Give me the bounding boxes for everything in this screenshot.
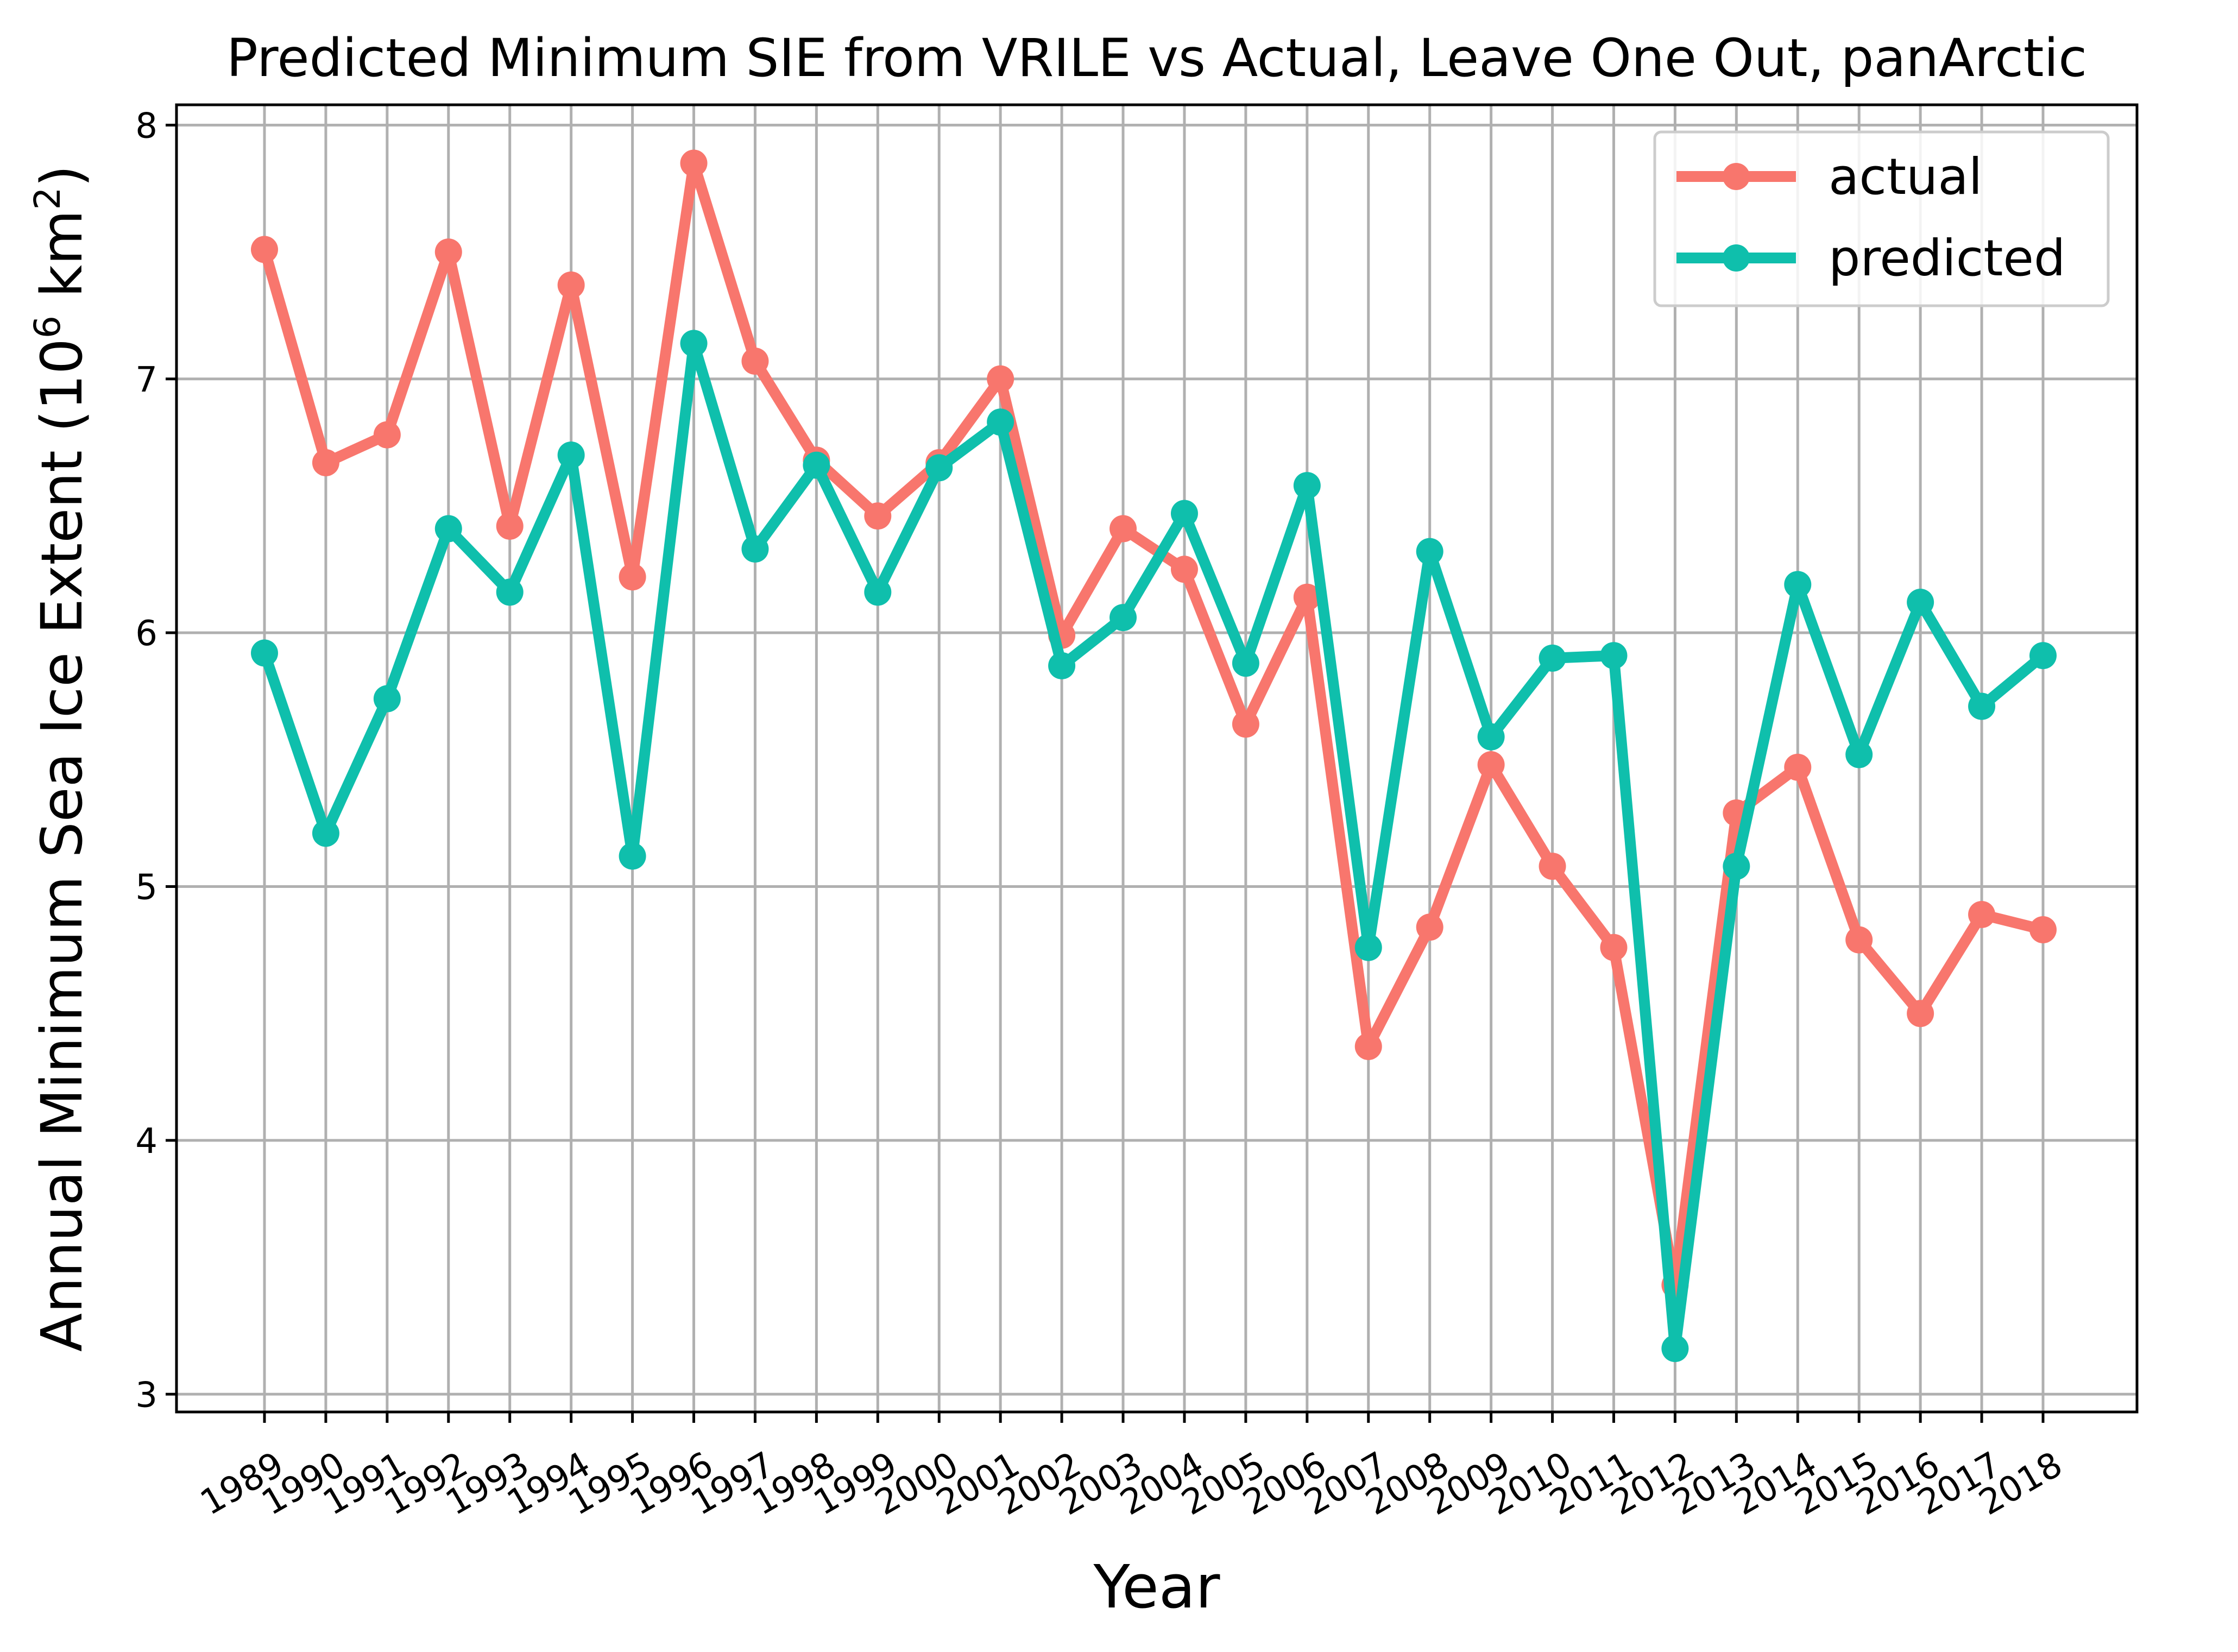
data-point-actual-2011 bbox=[1600, 934, 1628, 961]
data-point-predicted-2014 bbox=[1784, 571, 1812, 598]
x-axis-label: Year bbox=[1093, 1552, 1221, 1622]
data-point-actual-2007 bbox=[1354, 1032, 1382, 1060]
data-point-actual-1993 bbox=[496, 512, 524, 540]
data-point-actual-1997 bbox=[741, 348, 769, 375]
y-tick-label: 6 bbox=[135, 614, 157, 654]
data-point-actual-1991 bbox=[373, 421, 401, 449]
legend-swatch-marker-actual bbox=[1723, 163, 1750, 190]
data-point-actual-2009 bbox=[1477, 751, 1505, 779]
data-point-actual-2015 bbox=[1845, 926, 1873, 954]
data-point-actual-1992 bbox=[434, 238, 462, 266]
data-point-predicted-2000 bbox=[925, 454, 953, 482]
data-point-predicted-1999 bbox=[864, 578, 892, 606]
y-axis-ticks: 3 4 5 6 7 8 bbox=[135, 106, 176, 1415]
data-point-predicted-1990 bbox=[312, 819, 339, 847]
data-point-actual-2018 bbox=[2029, 916, 2057, 943]
y-tick-label: 7 bbox=[135, 360, 157, 400]
data-point-predicted-2002 bbox=[1048, 652, 1076, 679]
chart-title: Predicted Minimum SIE from VRILE vs Actu… bbox=[226, 28, 2087, 89]
data-point-actual-1994 bbox=[557, 271, 585, 299]
data-point-actual-2001 bbox=[987, 365, 1014, 393]
legend-label-actual: actual bbox=[1829, 148, 1982, 206]
plot-frame bbox=[175, 103, 2139, 1414]
data-point-predicted-2016 bbox=[1907, 589, 1934, 616]
data-point-predicted-1998 bbox=[803, 451, 830, 479]
data-point-actual-1999 bbox=[864, 502, 892, 530]
y-axis-label-mid: km bbox=[29, 210, 95, 316]
data-point-actual-2016 bbox=[1907, 1000, 1934, 1027]
y-tick-label: 3 bbox=[135, 1375, 157, 1415]
data-point-actual-2014 bbox=[1784, 753, 1812, 781]
data-point-predicted-2017 bbox=[1968, 692, 1996, 720]
legend-swatch-marker-predicted bbox=[1723, 244, 1750, 272]
data-point-actual-2005 bbox=[1232, 710, 1259, 738]
data-point-actual-1990 bbox=[312, 449, 339, 477]
y-tick-label: 5 bbox=[135, 868, 157, 908]
y-tick-label: 4 bbox=[135, 1121, 157, 1162]
data-point-predicted-2011 bbox=[1600, 642, 1628, 670]
x-axis-ticks: 1989199019911992199319941995199619971998… bbox=[194, 1412, 2069, 1523]
data-point-actual-1996 bbox=[680, 149, 708, 177]
data-point-predicted-2006 bbox=[1293, 472, 1321, 500]
data-point-predicted-2001 bbox=[987, 408, 1014, 436]
series-layer bbox=[251, 149, 2057, 1363]
data-point-predicted-2008 bbox=[1416, 538, 1443, 565]
data-point-predicted-2004 bbox=[1170, 500, 1198, 527]
data-point-actual-2008 bbox=[1416, 913, 1443, 941]
data-point-predicted-1994 bbox=[557, 441, 585, 469]
data-point-predicted-2009 bbox=[1477, 723, 1505, 751]
y-axis-label-main: Annual Minimum Sea Ice Extent (10 bbox=[29, 338, 95, 1352]
series-predicted bbox=[251, 330, 2057, 1363]
data-point-predicted-1996 bbox=[680, 330, 708, 357]
data-point-actual-1989 bbox=[251, 236, 278, 263]
series-line-actual bbox=[259, 157, 2048, 1291]
series-actual bbox=[251, 149, 2057, 1299]
y-axis-label-sup2: 2 bbox=[27, 187, 68, 210]
y-axis-label: Annual Minimum Sea Ice Extent (106 km2) bbox=[27, 165, 95, 1352]
legend: actual predicted bbox=[1653, 130, 2110, 307]
data-point-predicted-2005 bbox=[1232, 650, 1259, 677]
data-point-predicted-2010 bbox=[1539, 644, 1566, 672]
y-axis-label-end: ) bbox=[29, 165, 95, 187]
data-point-actual-2010 bbox=[1539, 853, 1566, 880]
data-point-predicted-2012 bbox=[1661, 1335, 1689, 1363]
data-point-predicted-1993 bbox=[496, 578, 524, 606]
data-point-actual-2004 bbox=[1170, 556, 1198, 583]
data-point-predicted-1995 bbox=[619, 842, 646, 870]
data-point-predicted-2018 bbox=[2029, 642, 2057, 670]
data-point-predicted-2015 bbox=[1845, 741, 1873, 768]
data-point-predicted-1991 bbox=[373, 685, 401, 712]
grid bbox=[176, 105, 2137, 1412]
data-point-predicted-1989 bbox=[251, 639, 278, 667]
series-line-predicted bbox=[259, 338, 2048, 1354]
data-point-actual-2017 bbox=[1968, 900, 1996, 928]
y-axis-label-sup1: 6 bbox=[27, 316, 68, 338]
data-point-predicted-1992 bbox=[434, 515, 462, 543]
data-point-predicted-2013 bbox=[1723, 853, 1750, 880]
data-point-predicted-2007 bbox=[1354, 934, 1382, 961]
data-point-actual-1995 bbox=[619, 563, 646, 591]
data-point-actual-2003 bbox=[1109, 515, 1137, 543]
data-point-predicted-1997 bbox=[741, 535, 769, 563]
data-point-actual-2006 bbox=[1293, 583, 1321, 611]
y-tick-label: 8 bbox=[135, 106, 157, 146]
data-point-predicted-2003 bbox=[1109, 604, 1137, 632]
legend-label-predicted: predicted bbox=[1829, 229, 2065, 287]
